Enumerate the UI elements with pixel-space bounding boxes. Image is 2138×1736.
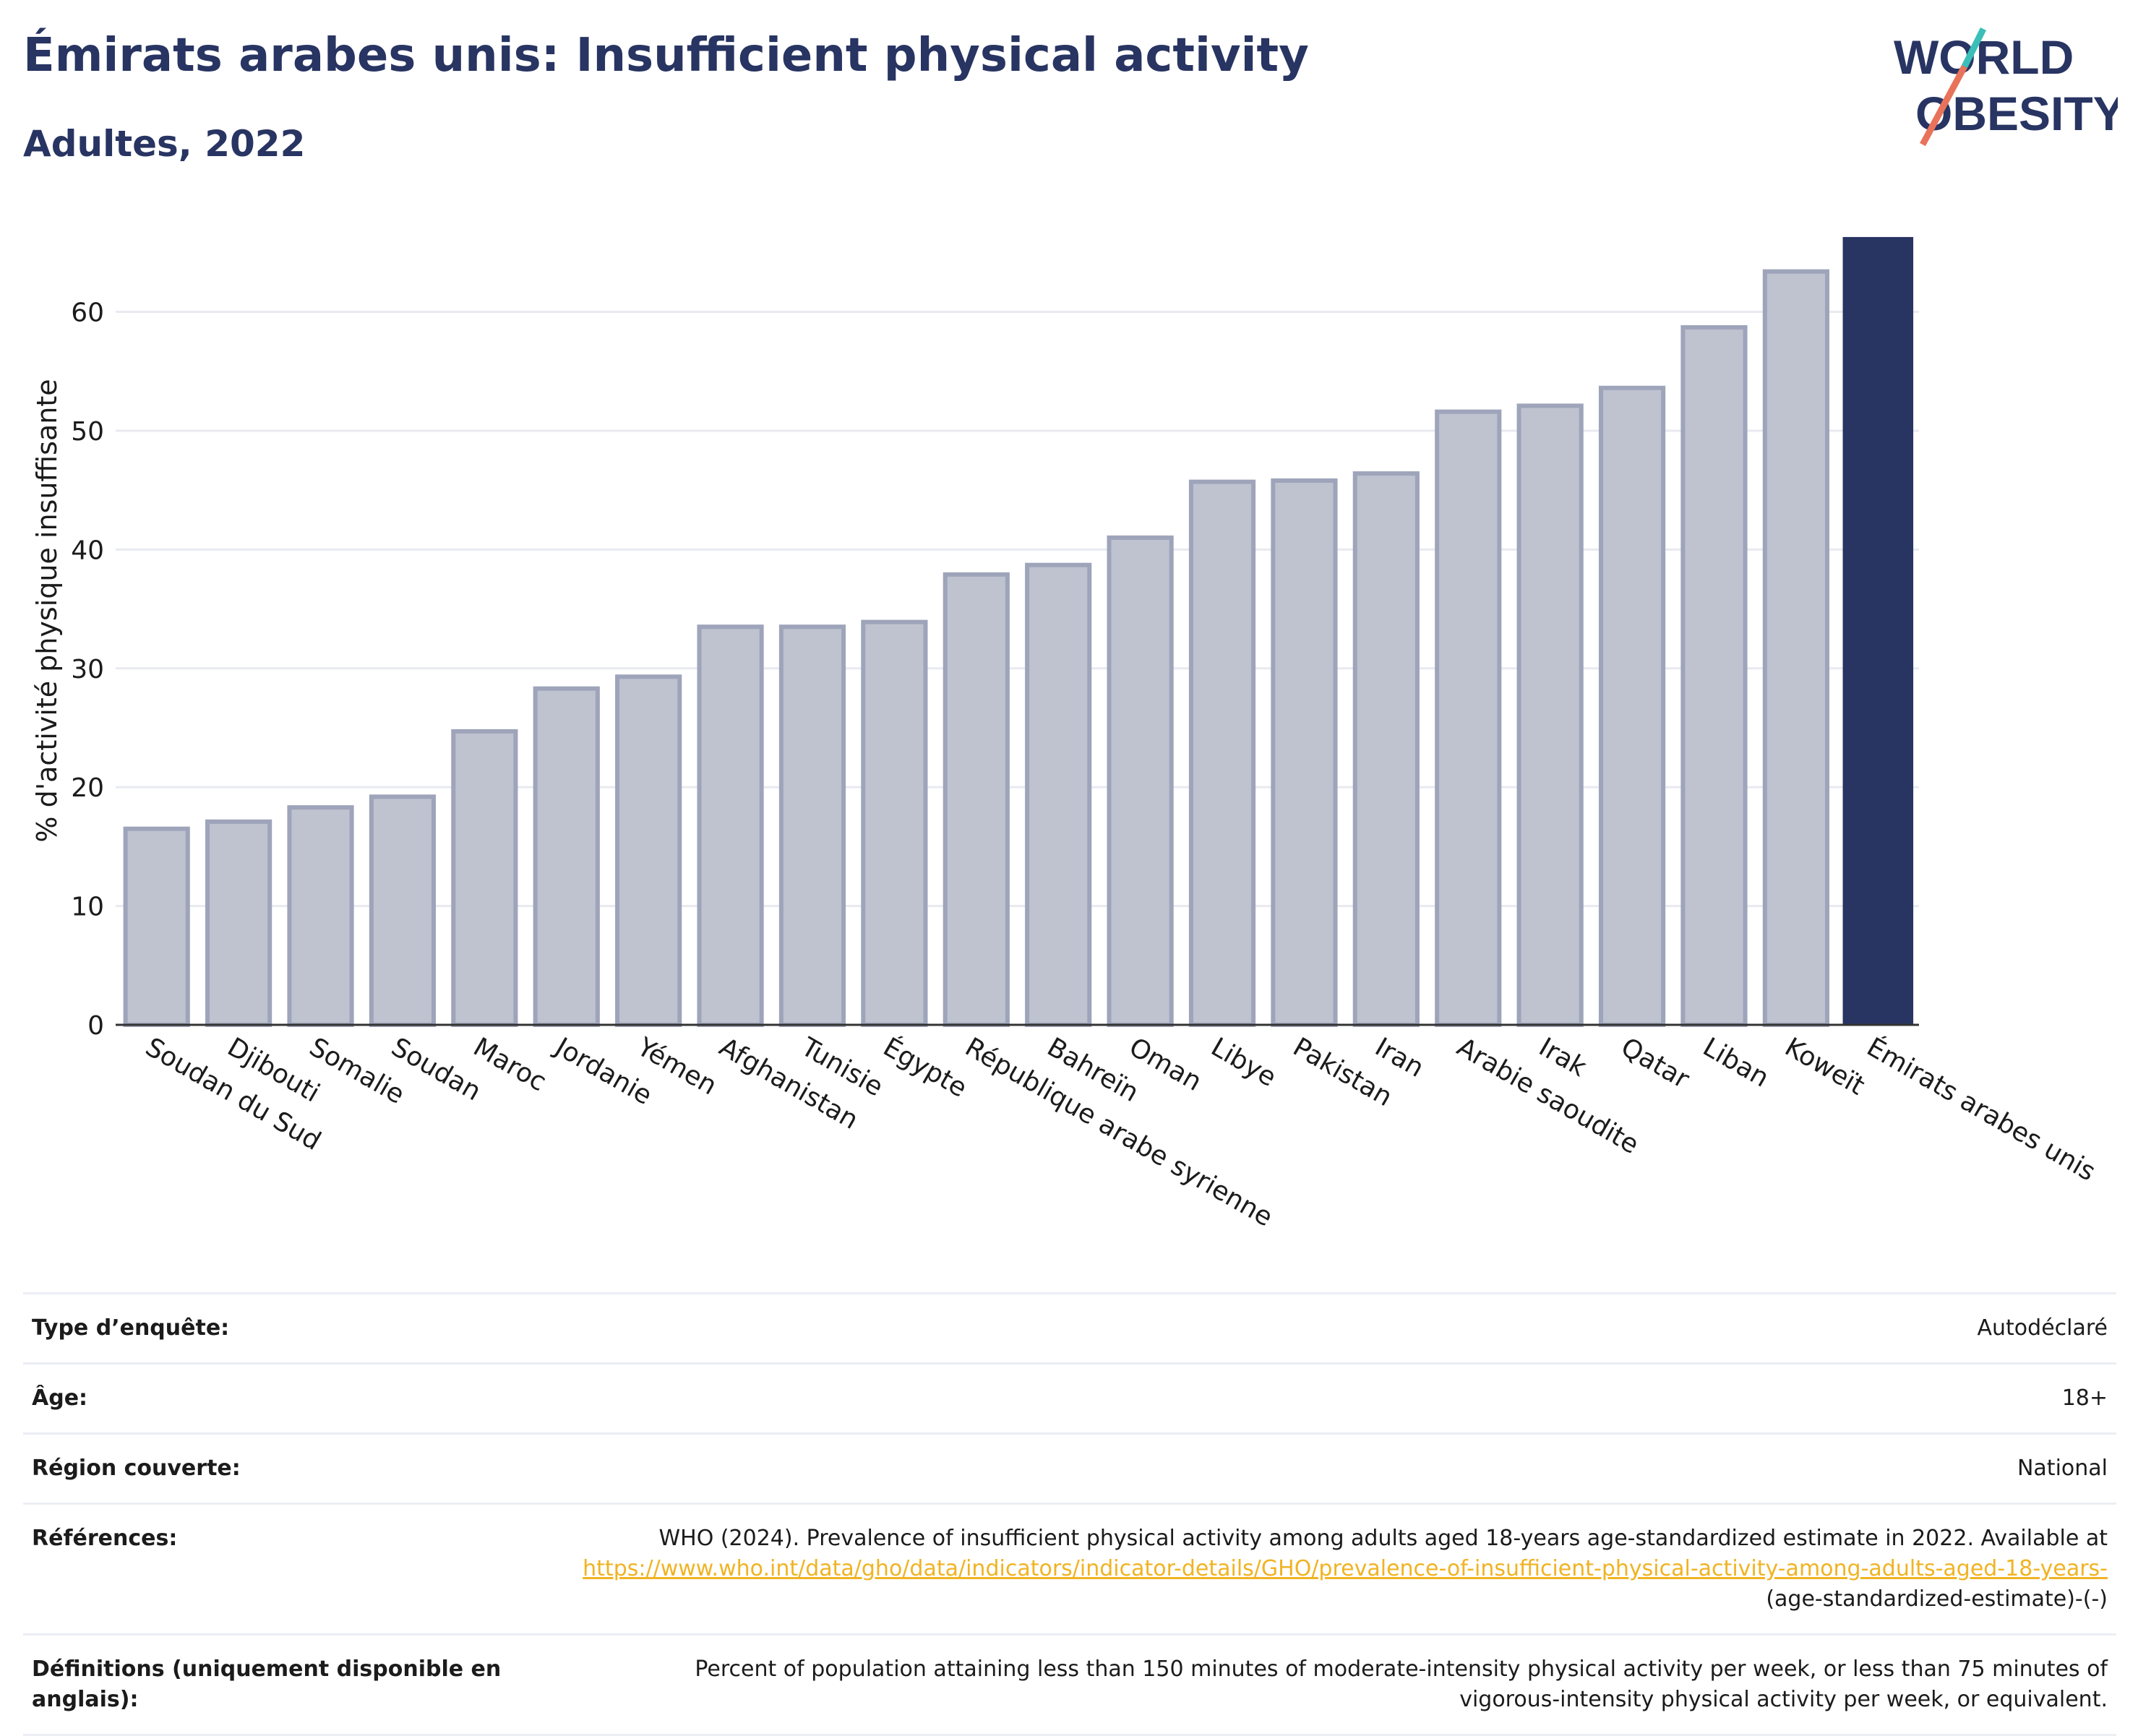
bar	[287, 805, 354, 1027]
bar	[1025, 562, 1092, 1027]
x-tick-label: Égypte	[878, 1031, 972, 1103]
references-value: WHO (2024). Prevalence of insufficient p…	[538, 1524, 2108, 1615]
bar	[1352, 471, 1420, 1027]
y-tick-label: 40	[71, 536, 104, 565]
bar	[778, 624, 846, 1027]
bar	[369, 794, 437, 1028]
bar	[1516, 403, 1584, 1027]
logo-line1: WORLD	[1894, 30, 2074, 84]
bar	[1680, 325, 1748, 1027]
world-obesity-logo: WORLD OBESITY	[1894, 27, 2118, 147]
bar	[533, 686, 600, 1028]
bar	[861, 619, 928, 1027]
y-ticks: 0 10 20 30 40 50 60	[71, 298, 104, 1041]
definitions-value: Percent of population attaining less tha…	[695, 1656, 2108, 1712]
bar	[1188, 479, 1256, 1027]
survey-value: Autodéclaré	[1977, 1315, 2108, 1341]
x-tick-label: Koweït	[1779, 1032, 1869, 1101]
y-axis-label: % d'activité physique insuffisante	[31, 379, 63, 842]
x-tick-label: Libye	[1206, 1032, 1281, 1093]
logo-slash-teal	[1961, 27, 1987, 69]
references-label: Références:	[32, 1526, 178, 1551]
logo-slash-red	[1920, 64, 1967, 147]
metadata-table: Type d’enquête: Autodéclaré Âge: 18+ Rég…	[23, 1292, 2116, 1736]
y-tick-label: 60	[71, 298, 104, 328]
region-value: National	[2017, 1456, 2108, 1481]
references-link[interactable]: https://www.who.int/data/gho/data/indica…	[583, 1556, 2108, 1581]
page-subtitle: Adultes, 2022	[23, 123, 306, 165]
x-labels: Soudan du SudDjiboutiSomalieSoudanMarocJ…	[140, 1031, 2100, 1232]
x-tick-label: Émirats arabes unis	[1862, 1031, 2101, 1187]
survey-label: Type d’enquête:	[32, 1315, 230, 1341]
references-text: WHO (2024). Prevalence of insufficient p…	[658, 1526, 2108, 1551]
y-tick-label: 20	[71, 773, 104, 803]
y-tick-label: 50	[71, 417, 104, 447]
bars	[123, 236, 1914, 1028]
bar	[1271, 478, 1338, 1027]
bar	[1842, 236, 1914, 1026]
bar	[697, 624, 764, 1027]
bar	[451, 729, 518, 1027]
bar	[615, 674, 682, 1028]
y-tick-label: 0	[87, 1011, 104, 1041]
x-tick-label: Liban	[1698, 1032, 1774, 1093]
y-tick-label: 10	[71, 893, 104, 922]
survey-row: Type d’enquête: Autodéclaré	[23, 1292, 2116, 1362]
x-tick-label: Qatar	[1616, 1032, 1694, 1094]
bar	[1435, 409, 1502, 1027]
bar-chart: 0 10 20 30 40 50 60 Soudan du SudDjiboutiSomal…	[31, 236, 2100, 1233]
bar	[1598, 385, 1666, 1027]
x-tick-label: Afghanistan	[714, 1032, 863, 1135]
region-label: Région couverte:	[32, 1456, 241, 1481]
bar	[123, 826, 190, 1027]
age-label: Âge:	[32, 1385, 88, 1411]
x-tick-label: Irak	[1534, 1032, 1592, 1083]
age-row: Âge: 18+	[23, 1362, 2116, 1432]
age-value: 18+	[2061, 1385, 2108, 1411]
bar	[943, 572, 1010, 1027]
y-tick-label: 30	[71, 655, 104, 684]
region-row: Région couverte: National	[23, 1432, 2116, 1503]
references-tail: (age-standardized-estimate)-(-)	[1766, 1586, 2108, 1612]
bar	[1107, 535, 1174, 1027]
definitions-label: Définitions (uniquement disponible en an…	[32, 1656, 502, 1712]
references-row: Références: WHO (2024). Prevalence of in…	[23, 1503, 2116, 1633]
definitions-row: Définitions (uniquement disponible en an…	[23, 1633, 2116, 1736]
page-title: Émirats arabes unis: Insufficient physic…	[23, 29, 1309, 82]
bar	[205, 819, 272, 1027]
bar	[1762, 269, 1829, 1028]
